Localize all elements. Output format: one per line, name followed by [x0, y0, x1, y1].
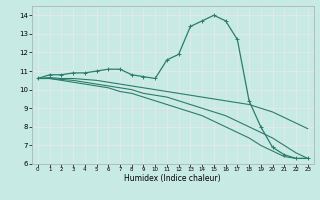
X-axis label: Humidex (Indice chaleur): Humidex (Indice chaleur): [124, 174, 221, 183]
